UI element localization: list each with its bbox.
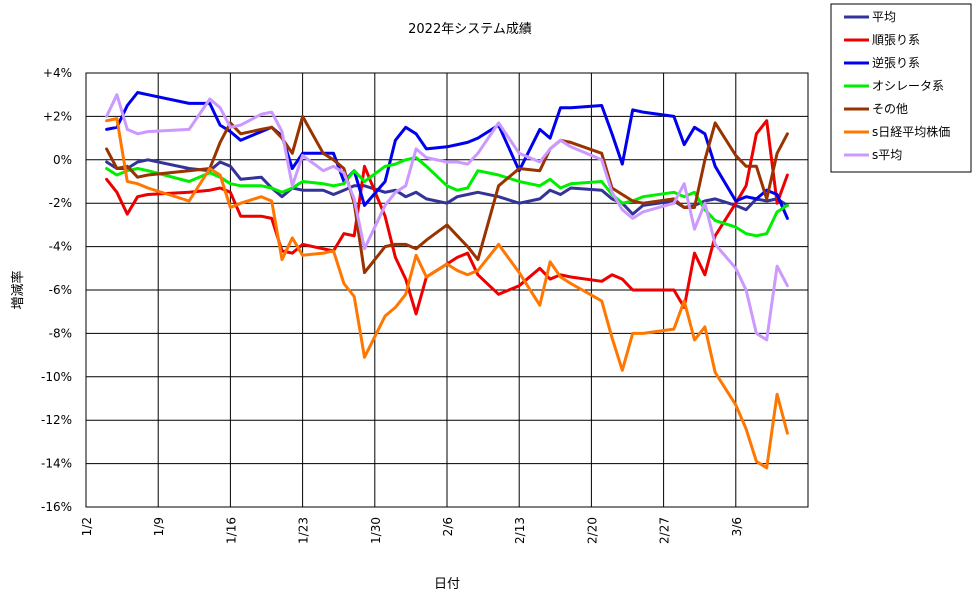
legend-label: 逆張り系 xyxy=(872,55,920,70)
x-tick-label: 2/6 xyxy=(441,517,455,536)
y-axis-label: 増減率 xyxy=(10,270,26,309)
x-tick-label: 2/13 xyxy=(513,517,527,544)
legend-label: s平均 xyxy=(872,148,902,162)
x-tick-label: 1/30 xyxy=(369,517,383,544)
x-tick-label: 2/27 xyxy=(658,517,672,544)
y-tick-label: +4% xyxy=(43,66,72,80)
legend-label: 平均 xyxy=(872,10,896,24)
series-line-6 xyxy=(105,93,789,342)
x-tick-label: 1/23 xyxy=(297,517,311,544)
y-tick-label: 0% xyxy=(53,153,72,167)
legend-label: オシレータ系 xyxy=(872,79,944,93)
plot-border xyxy=(85,72,809,508)
x-tick-label: 2/20 xyxy=(585,517,599,544)
plot-area xyxy=(85,72,809,508)
y-tick-label: -14% xyxy=(41,457,72,471)
legend-label: 順張り系 xyxy=(872,33,920,47)
series-line-5 xyxy=(105,117,789,470)
y-tick-label: -2% xyxy=(49,196,72,210)
series-line-3 xyxy=(105,156,789,238)
y-tick-label: -16% xyxy=(41,500,72,514)
series-line-2 xyxy=(105,91,789,220)
chart-title: 2022年システム成績 xyxy=(408,22,532,37)
legend-label: s日経平均株価 xyxy=(872,124,950,139)
x-axis-ticks: 1/2 1/9 1/16 1/23 1/30 2/6 2/13 2/20 2/27 3/6 xyxy=(80,517,744,544)
y-tick-label: -10% xyxy=(41,370,72,384)
y-tick-label: -4% xyxy=(49,240,72,254)
series-lines xyxy=(105,91,789,470)
x-tick-label: 1/9 xyxy=(152,517,166,536)
y-tick-label: -6% xyxy=(49,283,72,297)
x-axis-label: 日付 xyxy=(434,577,460,592)
y-tick-label: -12% xyxy=(41,413,72,427)
x-tick-label: 1/16 xyxy=(224,517,238,544)
legend-label: その他 xyxy=(872,102,908,116)
legend-box xyxy=(830,3,972,173)
x-tick-label: 1/2 xyxy=(80,517,94,536)
y-tick-label: -8% xyxy=(49,326,72,340)
x-tick-label: 3/6 xyxy=(730,517,744,536)
y-axis-ticks: +4% +2% 0% -2% -4% -6% -8% -10% -12% -14% -16% xyxy=(41,66,72,514)
y-tick-label: +2% xyxy=(43,109,72,123)
